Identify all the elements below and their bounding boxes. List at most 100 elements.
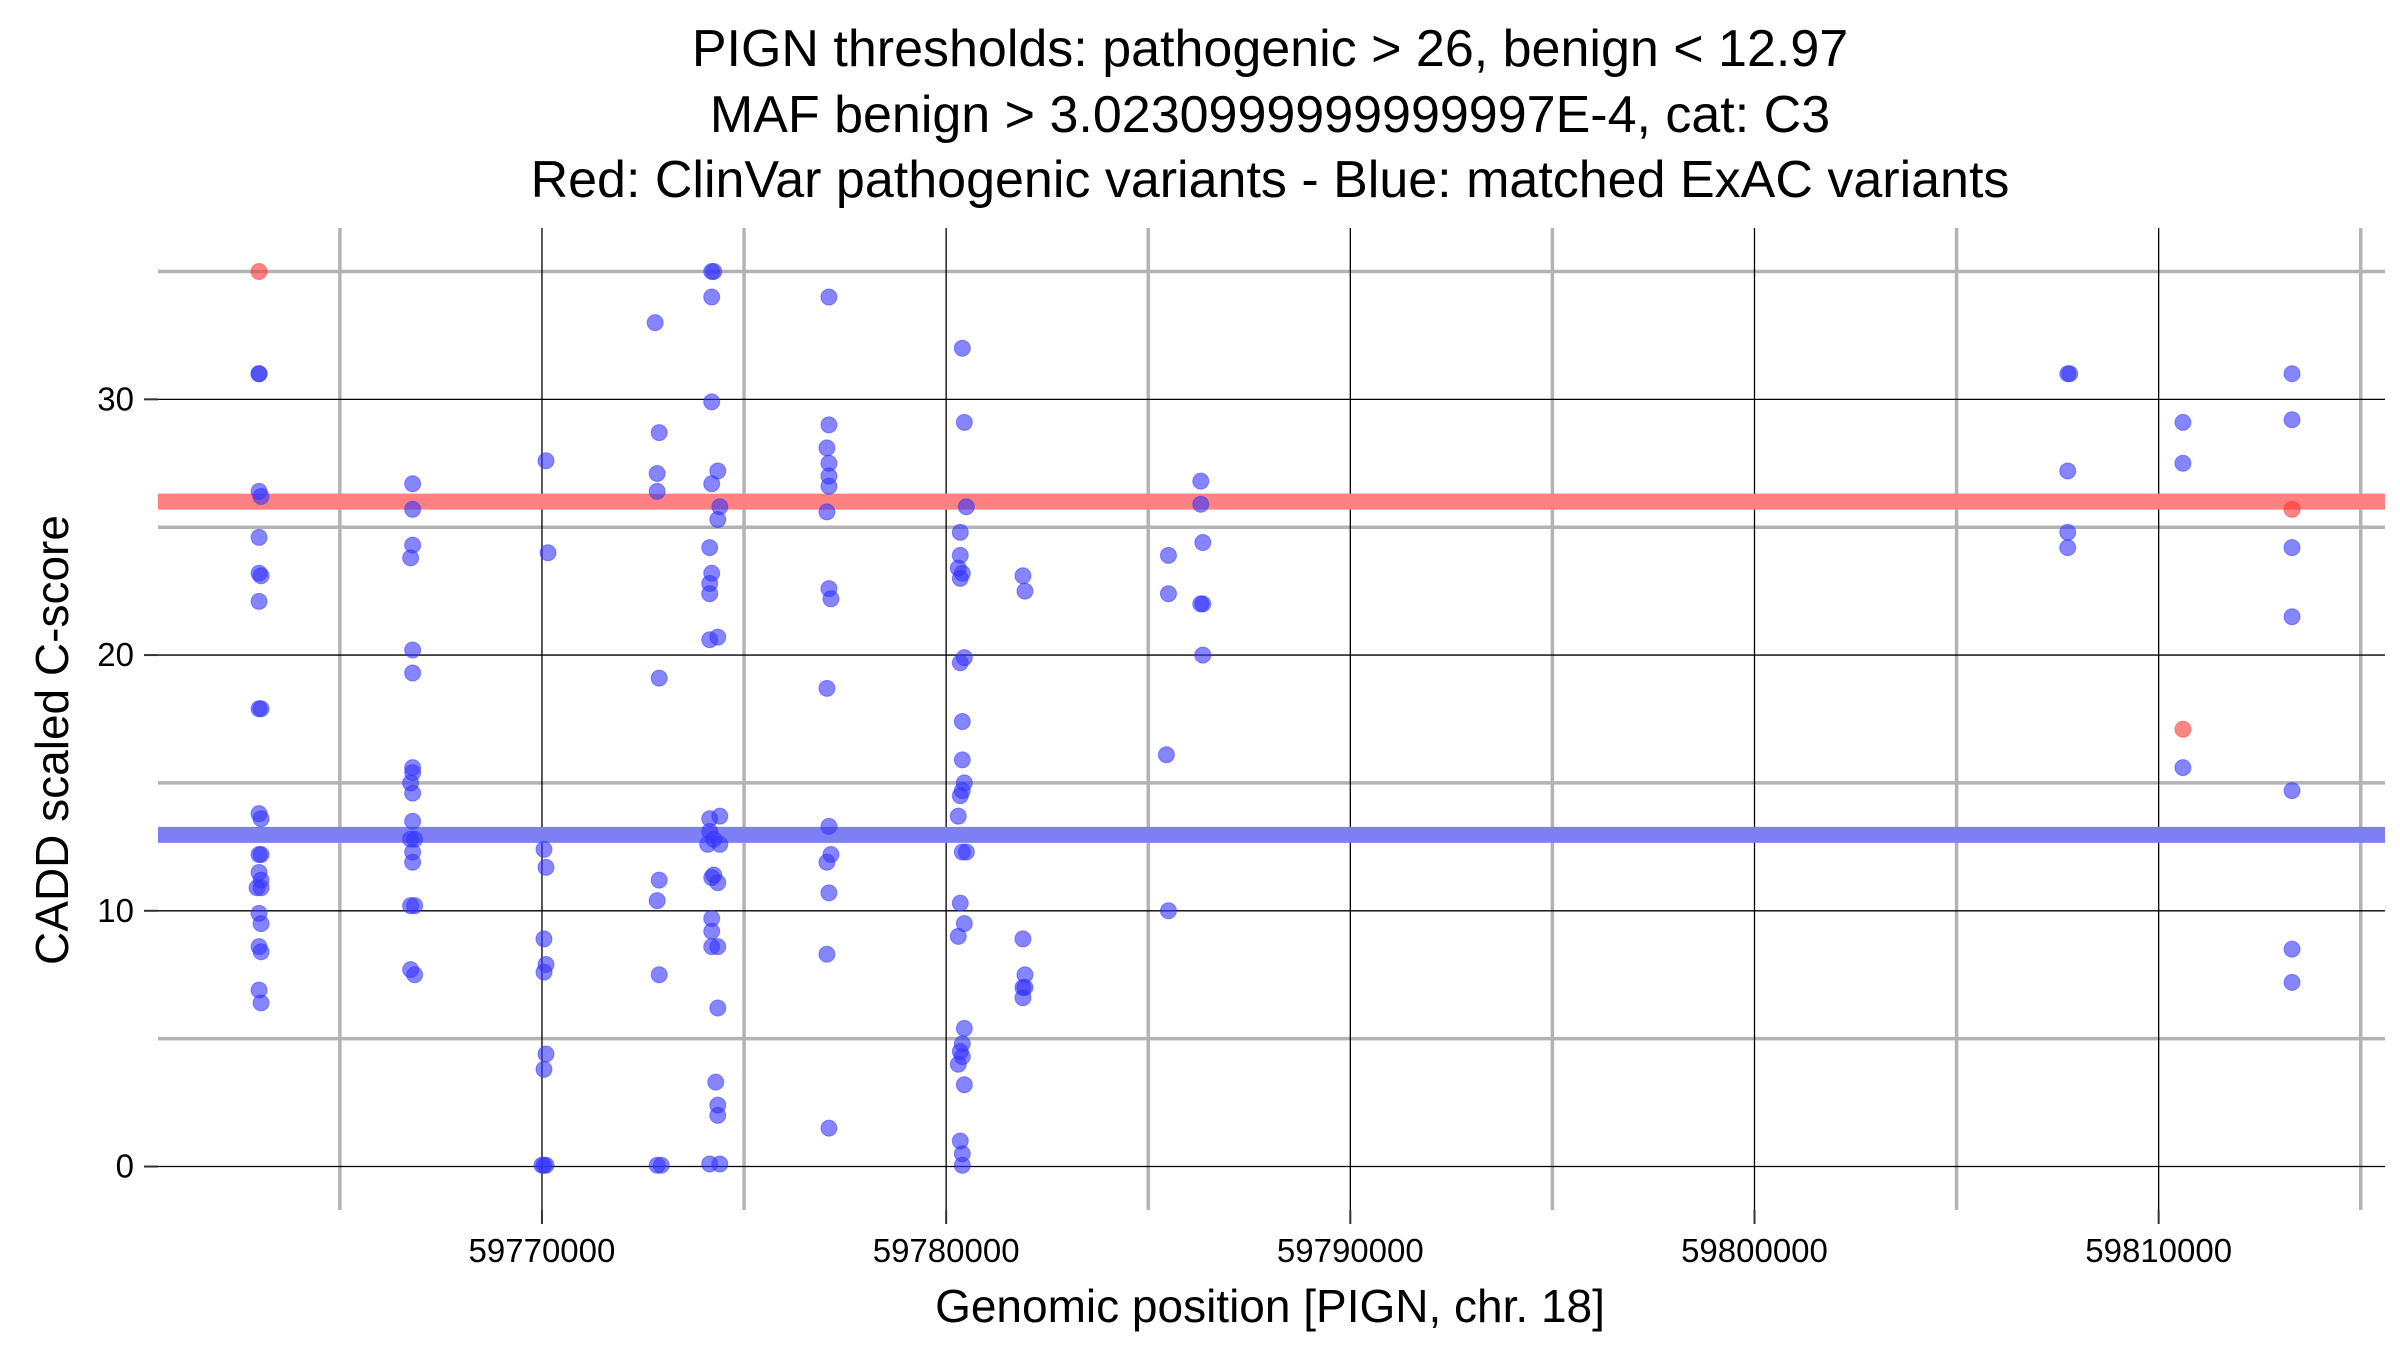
title-line-3: Red: ClinVar pathogenic variants - Blue:… xyxy=(531,151,2010,209)
benign-point xyxy=(2283,940,2301,958)
benign-point xyxy=(652,1156,670,1174)
benign-point xyxy=(951,569,969,587)
benign-point xyxy=(711,1155,729,1173)
pathogenic-point xyxy=(2283,500,2301,518)
benign-point xyxy=(404,812,422,830)
benign-point xyxy=(820,288,838,306)
pathogenic-point xyxy=(2174,720,2192,738)
benign-point xyxy=(539,544,557,562)
benign-point xyxy=(1016,582,1034,600)
benign-point xyxy=(1159,546,1177,564)
benign-point xyxy=(650,966,668,984)
benign-point xyxy=(1192,472,1210,490)
benign-point xyxy=(650,424,668,442)
benign-point xyxy=(955,1019,973,1037)
benign-point xyxy=(1159,902,1177,920)
benign-point xyxy=(252,488,270,506)
benign-point xyxy=(957,843,975,861)
benign-point xyxy=(1192,495,1210,513)
benign-point xyxy=(953,339,971,357)
title-line-2: MAF benign > 3.0230999999999997E-4, cat:… xyxy=(710,86,1830,144)
benign-point xyxy=(951,894,969,912)
benign-point xyxy=(535,1156,553,1174)
y-tick-label: 20 xyxy=(97,636,134,673)
benign-point xyxy=(701,539,719,557)
pathogenic-point xyxy=(250,262,268,280)
benign-point xyxy=(820,477,838,495)
benign-point xyxy=(537,858,555,876)
benign-point xyxy=(818,503,836,521)
benign-point xyxy=(949,927,967,945)
benign-point xyxy=(2283,539,2301,557)
chart-title: PIGN thresholds: pathogenic > 26, benign… xyxy=(531,20,2010,209)
benign-point xyxy=(818,679,836,697)
y-axis-title: CADD scaled C-score xyxy=(26,515,78,965)
benign-point xyxy=(1159,585,1177,603)
benign-point xyxy=(406,897,424,915)
benign-point xyxy=(250,365,268,383)
benign-point xyxy=(707,1073,725,1091)
benign-point xyxy=(953,713,971,731)
benign-point xyxy=(252,994,270,1012)
benign-point xyxy=(252,846,270,864)
benign-point xyxy=(404,500,422,518)
benign-point xyxy=(2283,973,2301,991)
benign-point xyxy=(2174,759,2192,777)
benign-point xyxy=(535,840,553,858)
benign-point xyxy=(2174,413,2192,431)
benign-point xyxy=(2283,411,2301,429)
benign-point xyxy=(951,523,969,541)
benign-point xyxy=(709,511,727,529)
benign-point xyxy=(2059,539,2077,557)
benign-point xyxy=(711,835,729,853)
benign-point xyxy=(1014,989,1032,1007)
benign-point xyxy=(951,654,969,672)
benign-point xyxy=(2059,462,2077,480)
benign-point xyxy=(404,475,422,493)
benign-point xyxy=(951,787,969,805)
benign-point xyxy=(1157,746,1175,764)
benign-point xyxy=(709,1106,727,1124)
y-axis-ticks: 0 10 20 30 xyxy=(97,380,158,1185)
benign-point xyxy=(535,930,553,948)
benign-point xyxy=(953,751,971,769)
benign-point xyxy=(252,700,270,718)
benign-point xyxy=(703,393,721,411)
benign-point xyxy=(709,874,727,892)
benign-point xyxy=(2174,454,2192,472)
y-tick-label: 30 xyxy=(97,380,134,417)
benign-point xyxy=(252,567,270,585)
benign-point xyxy=(535,1060,553,1078)
benign-point xyxy=(252,879,270,897)
benign-point xyxy=(703,288,721,306)
benign-point xyxy=(650,871,668,889)
threshold-lines xyxy=(158,493,2385,843)
benign-point xyxy=(949,1055,967,1073)
y-tick-label: 10 xyxy=(97,892,134,929)
benign-point xyxy=(404,641,422,659)
x-tick-label: 59780000 xyxy=(873,1232,1020,1269)
benign-point xyxy=(703,475,721,493)
y-tick-label: 0 xyxy=(116,1148,134,1185)
benign-point xyxy=(822,590,840,608)
data-points xyxy=(248,262,2301,1174)
benign-point xyxy=(2059,523,2077,541)
benign-point xyxy=(404,784,422,802)
benign-point xyxy=(1014,567,1032,585)
benign-point xyxy=(650,669,668,687)
benign-point xyxy=(949,807,967,825)
benign-point xyxy=(709,938,727,956)
x-tick-label: 59790000 xyxy=(1277,1232,1424,1269)
benign-point xyxy=(537,1045,555,1063)
benign-point xyxy=(818,945,836,963)
benign-point xyxy=(252,810,270,828)
benign-point xyxy=(957,498,975,516)
benign-point xyxy=(648,892,666,910)
benign-point xyxy=(701,585,719,603)
benign-point xyxy=(701,631,719,649)
benign-point xyxy=(709,999,727,1017)
benign-point xyxy=(535,963,553,981)
benign-point xyxy=(2283,782,2301,800)
benign-point xyxy=(820,416,838,434)
